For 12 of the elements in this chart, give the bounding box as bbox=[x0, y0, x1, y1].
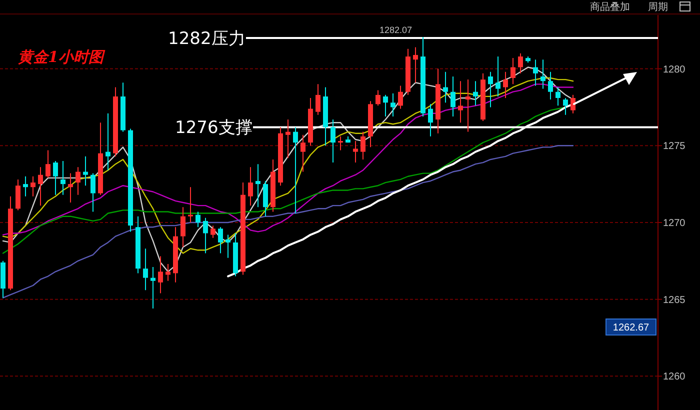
annotation: 1282.07 bbox=[379, 24, 412, 35]
text: 黄金1小时图 bbox=[18, 48, 106, 66]
y-tick-label: 1270 bbox=[663, 218, 686, 229]
y-tick-label: 1265 bbox=[663, 294, 686, 306]
y-tick-label: 1260 bbox=[663, 372, 686, 383]
ref-line-label: 1276支撑 bbox=[175, 118, 252, 138]
text: 周期 bbox=[648, 1, 668, 13]
text: 1262.67 bbox=[612, 322, 650, 334]
text: 商品叠加 bbox=[590, 1, 630, 13]
y-tick-label: 1280 bbox=[663, 64, 686, 76]
ref-line-label: 1282压力 bbox=[168, 29, 246, 50]
y-tick-label: 1275 bbox=[663, 141, 686, 152]
